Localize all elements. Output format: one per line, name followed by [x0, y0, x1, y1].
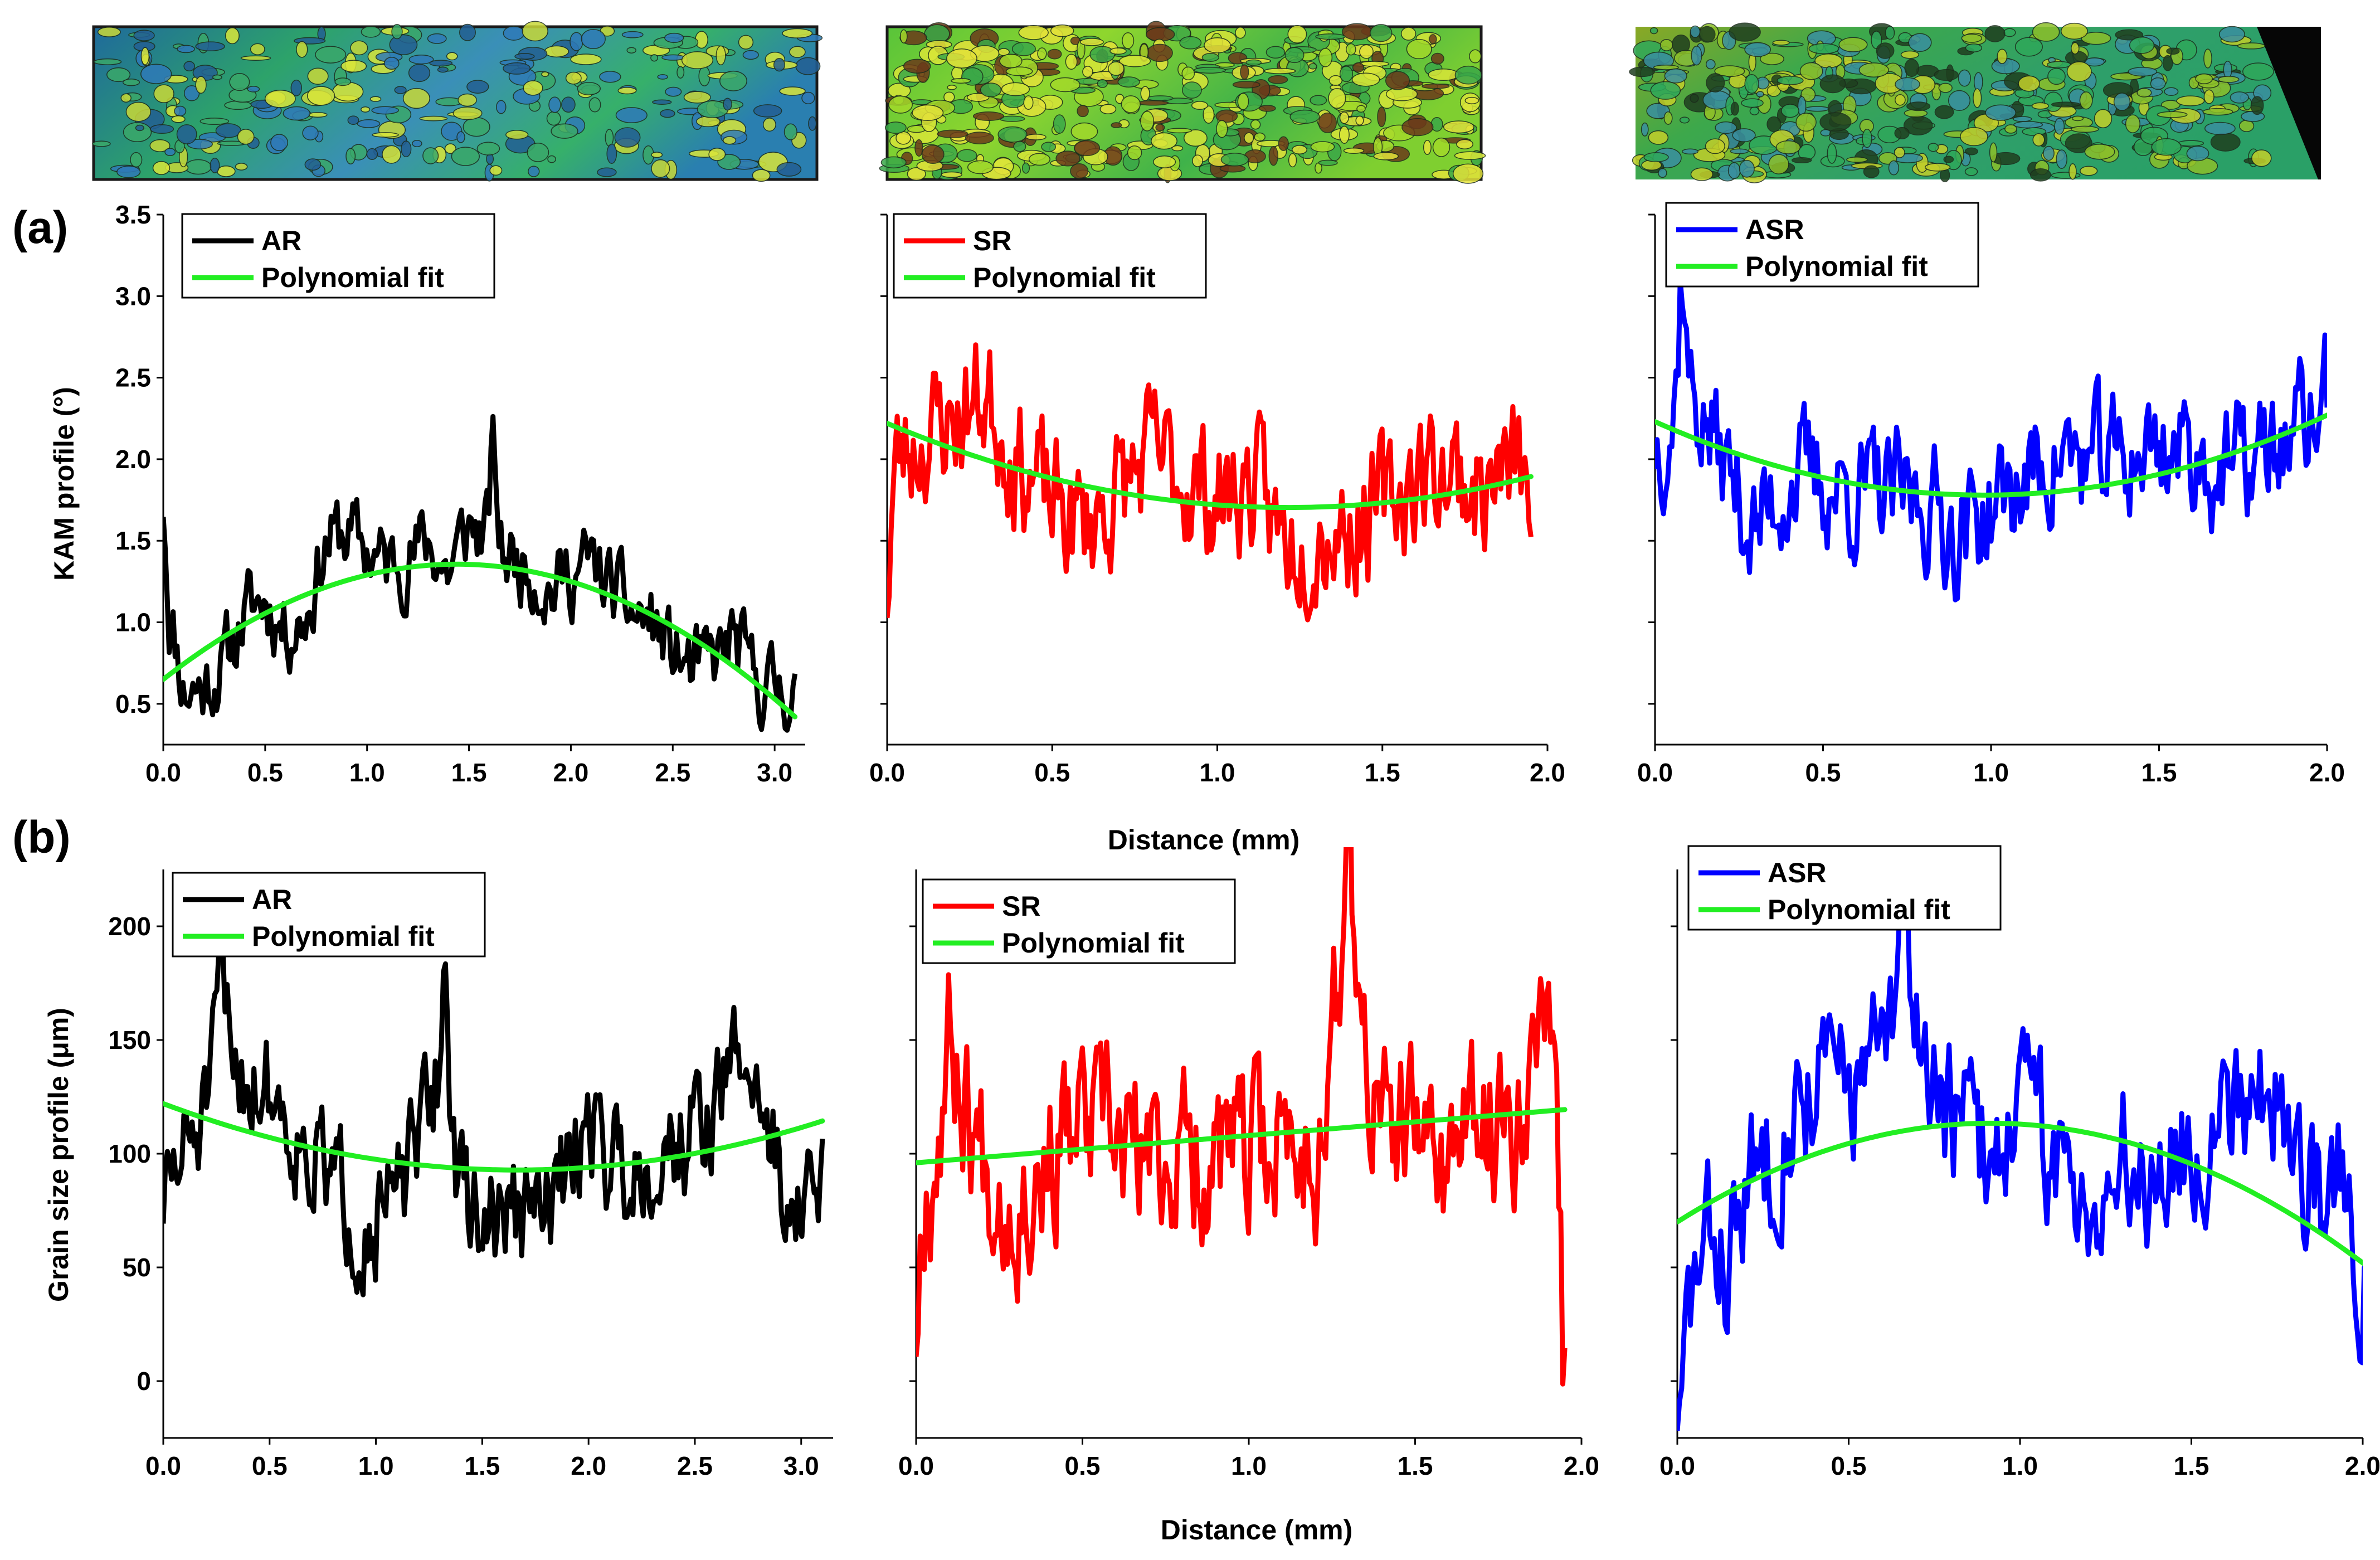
x-tick-label: 1.0: [1973, 758, 2009, 787]
x-tick-label: 0.5: [1831, 1451, 1867, 1480]
legend-grain_asr: ASR Polynomial fit: [1687, 845, 2002, 931]
x-tick-label: 2.0: [2309, 758, 2345, 787]
legend-label: Polynomial fit: [1002, 927, 1185, 959]
x-tick-label: 1.5: [2174, 1451, 2209, 1480]
x-tick-label: 1.0: [358, 1451, 394, 1480]
x-tick-label: 0.0: [1659, 1451, 1695, 1480]
x-tick-label: 1.0: [349, 758, 385, 787]
x-tick-label: 2.0: [553, 758, 588, 787]
y-tick-label: 150: [108, 1026, 151, 1054]
legend-label: SR: [1002, 891, 1040, 922]
y-tick-label: 100: [108, 1139, 151, 1168]
plot-grain_ar: 0 50 100 150 200 0.0 0.5 1.0 1.5 2.0 2.5 3.0 AR Polyn…: [108, 869, 833, 1480]
plot-kam_asr: 0.0 0.5 1.0 1.5 2.0 ASR Polynomial fit: [1637, 202, 2345, 787]
y-tick-label: 1.5: [115, 526, 151, 555]
y-tick-label: 200: [108, 912, 151, 941]
x-tick-label: 0.0: [869, 758, 905, 787]
y-tick-label: 0: [137, 1367, 151, 1396]
plot-grain_asr: 0.0 0.5 1.0 1.5 2.0 ASR Polynomial fit: [1659, 845, 2380, 1480]
x-tick-label: 0.5: [252, 1451, 288, 1480]
fit-line-grain_ar: [163, 1101, 825, 1173]
micrograph-ar: [92, 21, 823, 182]
legend-label: ASR: [1745, 214, 1804, 245]
legend-grain_sr: SR Polynomial fit: [922, 878, 1236, 964]
legend-label: Polynomial fit: [261, 262, 444, 293]
x-axis-title-row-b: Distance (mm): [1161, 1514, 1353, 1546]
x-tick-label: 0.0: [145, 758, 181, 787]
y-tick-label: 2.5: [115, 363, 151, 392]
x-tick-label: 2.0: [571, 1451, 606, 1480]
x-axis-title-row-a: Distance (mm): [1108, 824, 1300, 856]
x-tick-label: 2.0: [1530, 758, 1565, 787]
legend-kam_sr: SR Polynomial fit: [893, 213, 1207, 299]
y-axis-title-grain: Grain size profile (μm): [43, 1008, 74, 1302]
x-tick-label: 2.0: [2345, 1451, 2380, 1480]
fit-line-kam_sr: [887, 421, 1534, 511]
y-tick-label: 3.0: [115, 281, 151, 310]
x-tick-label: 1.5: [1365, 758, 1400, 787]
legend-kam_asr: ASR Polynomial fit: [1665, 202, 1979, 288]
x-tick-label: 1.0: [1200, 758, 1235, 787]
y-tick-label: 50: [123, 1253, 151, 1282]
x-tick-label: 0.5: [1065, 1451, 1101, 1480]
plot-kam_ar: 0.5 1.0 1.5 2.0 2.5 3.0 3.5 0.0 0.5 1.0 1.5 2.0 2.5 3…: [115, 200, 805, 787]
x-tick-label: 2.5: [655, 758, 690, 787]
plot-kam_sr: 0.0 0.5 1.0 1.5 2.0 SR Polynomial fit: [869, 213, 1565, 787]
data-line-grain_asr: [1677, 847, 2363, 1431]
y-tick-label: 3.5: [115, 200, 151, 229]
data-line-kam_asr: [1655, 278, 2327, 602]
x-tick-label: 0.0: [898, 1451, 934, 1480]
legend-grain_ar: AR Polynomial fit: [172, 872, 486, 958]
x-tick-label: 1.5: [2141, 758, 2177, 787]
x-tick-label: 0.5: [247, 758, 283, 787]
x-tick-label: 0.0: [145, 1451, 181, 1480]
data-line-grain_sr: [916, 847, 1568, 1387]
x-tick-label: 2.5: [677, 1451, 713, 1480]
x-tick-label: 3.0: [783, 1451, 819, 1480]
x-tick-label: 0.5: [1805, 758, 1841, 787]
y-axis-title-kam: KAM profile (°): [48, 387, 80, 581]
micrograph-sr: [879, 21, 1486, 184]
fit-line-grain_asr: [1677, 1120, 2363, 1266]
legend-label: AR: [252, 884, 292, 915]
y-tick-label: 2.0: [115, 445, 151, 474]
x-tick-label: 1.0: [2002, 1451, 2038, 1480]
legend-label: Polynomial fit: [973, 262, 1156, 293]
data-line-grain_ar: [163, 926, 825, 1297]
panel-label-a: (a): [12, 202, 68, 253]
fit-line-grain_sr: [916, 1107, 1568, 1165]
fit-line-kam_asr: [1655, 412, 2327, 498]
legend-label: ASR: [1768, 857, 1827, 888]
x-tick-label: 1.5: [1398, 1451, 1433, 1480]
x-tick-label: 1.5: [451, 758, 487, 787]
micrograph-asr: [1629, 22, 2321, 183]
x-tick-label: 1.5: [464, 1451, 500, 1480]
panel-label-b: (b): [12, 812, 71, 863]
x-tick-label: 2.0: [1564, 1451, 1599, 1480]
legend-label: AR: [261, 225, 301, 256]
data-line-kam_sr: [887, 342, 1534, 623]
legend-label: SR: [973, 225, 1011, 256]
plot-grain_sr: 0.0 0.5 1.0 1.5 2.0 SR Polynomial fit: [898, 847, 1599, 1480]
legend-label: Polynomial fit: [1745, 251, 1928, 282]
y-tick-label: 1.0: [115, 608, 151, 637]
y-tick-label: 0.5: [115, 689, 151, 718]
x-tick-label: 3.0: [757, 758, 792, 787]
legend-kam_ar: AR Polynomial fit: [181, 213, 495, 299]
legend-label: Polynomial fit: [252, 921, 435, 952]
plots: 0.5 1.0 1.5 2.0 2.5 3.0 3.5 0.0 0.5 1.0 1.5 2.0 2.5 3…: [108, 200, 2380, 1480]
x-tick-label: 0.0: [1637, 758, 1673, 787]
legend-label: Polynomial fit: [1768, 894, 1950, 925]
x-tick-label: 1.0: [1231, 1451, 1267, 1480]
data-line-kam_ar: [163, 414, 798, 733]
fit-line-kam_ar: [163, 561, 798, 720]
x-tick-label: 0.5: [1034, 758, 1070, 787]
